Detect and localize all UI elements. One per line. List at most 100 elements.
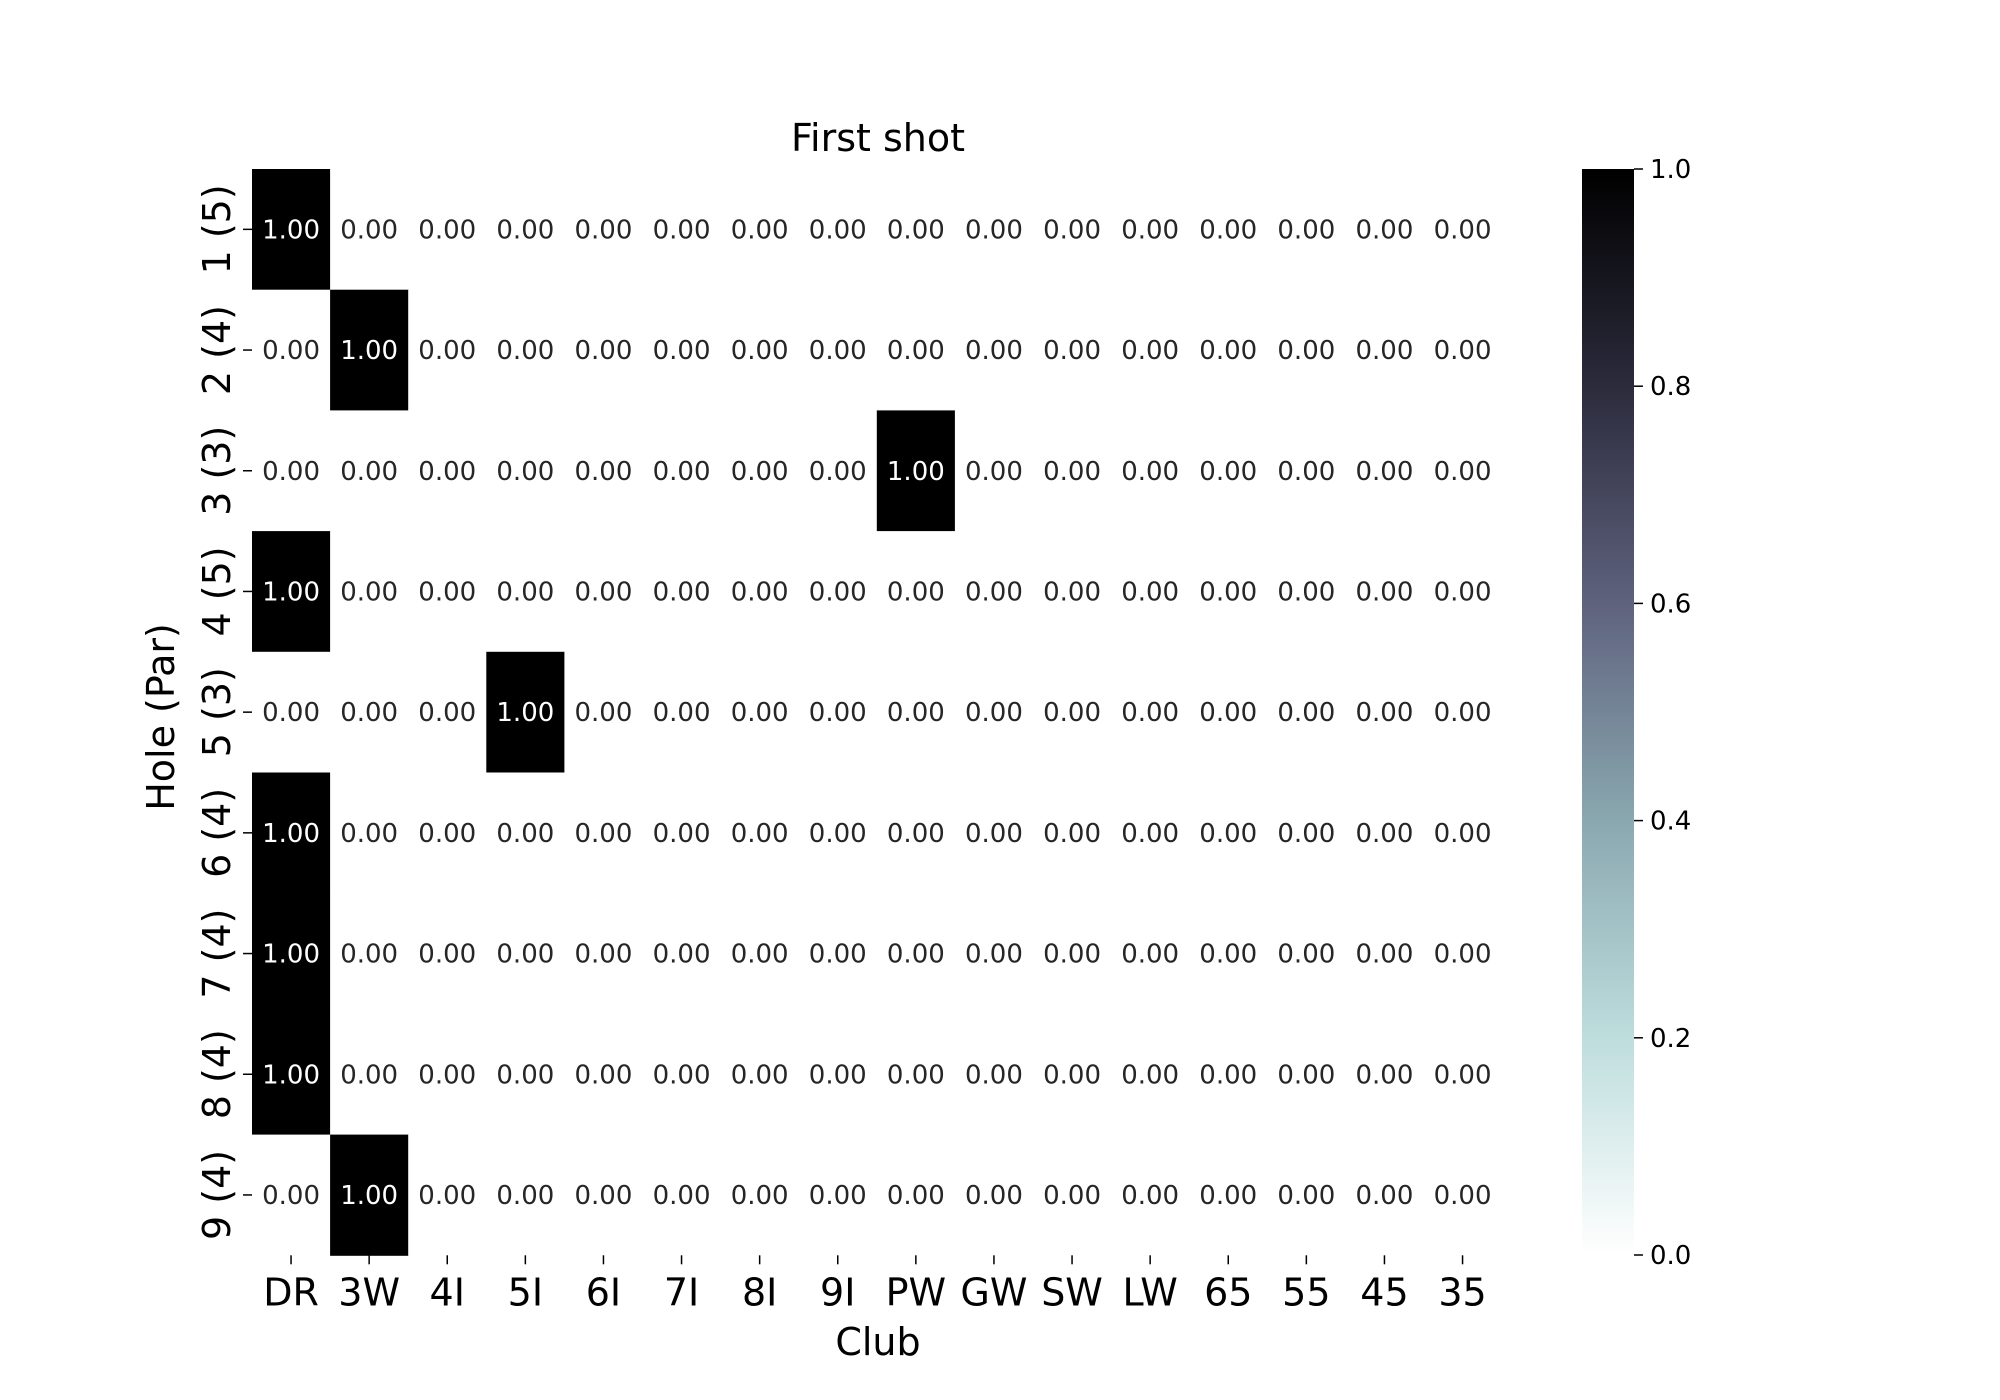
- cell-value-label: 0.00: [1121, 215, 1179, 245]
- cell-value-label: 0.00: [809, 577, 867, 607]
- heatmap-cell: [330, 893, 409, 1015]
- x-tick-label: 35: [1438, 1270, 1486, 1314]
- cell-value-label: 0.00: [887, 577, 945, 607]
- cell-value-label: 0.00: [575, 336, 633, 366]
- cell-value-label: 0.00: [340, 577, 398, 607]
- heatmap-cell: [1423, 651, 1503, 773]
- cell-value-label: 0.00: [965, 457, 1023, 487]
- cell-value-label: 0.00: [653, 940, 711, 970]
- heatmap-grid: 1.00 0.00 0.00 0.00 0.00 0.00 0.00 0.00 0.00 0.00…: [252, 169, 1503, 1256]
- heatmap-cell: [876, 1134, 956, 1256]
- heatmap-cell: [486, 410, 565, 532]
- heatmap-cell: [1423, 169, 1503, 291]
- cell-value-label: 1.00: [262, 1060, 320, 1090]
- heatmap-cell: [1345, 410, 1424, 532]
- x-tick-label: 8I: [742, 1270, 777, 1314]
- heatmap-cell: [1423, 289, 1503, 411]
- cell-value-label: 0.00: [1434, 819, 1492, 849]
- heatmap-cell: [1189, 893, 1268, 1015]
- cell-value-label: 0.00: [1356, 1181, 1414, 1211]
- heatmap-cell: [954, 893, 1034, 1015]
- x-tick-label: LW: [1123, 1270, 1178, 1314]
- cell-value-label: 0.00: [809, 698, 867, 728]
- cell-value-label: 0.00: [1121, 940, 1179, 970]
- cell-value-label: 0.00: [340, 1060, 398, 1090]
- cell-value-label: 0.00: [1199, 457, 1257, 487]
- heatmap-cell: [1111, 531, 1190, 653]
- heatmap-cell: [408, 289, 487, 411]
- heatmap-cell: [720, 531, 800, 653]
- heatmap-cell: [1345, 169, 1424, 291]
- heatmap-cell: [1423, 893, 1503, 1015]
- heatmap-cell: [1423, 1134, 1503, 1256]
- cell-value-label: 0.00: [1199, 819, 1257, 849]
- x-tick-label: 4I: [430, 1270, 465, 1314]
- cell-value-label: 0.00: [1043, 1060, 1101, 1090]
- cell-value-label: 0.00: [731, 457, 789, 487]
- heatmap-cell: [330, 531, 409, 653]
- cell-value-label: 0.00: [1434, 1060, 1492, 1090]
- heatmap-cell: [1345, 1134, 1424, 1256]
- cell-value-label: 0.00: [1199, 940, 1257, 970]
- cell-value-label: 0.00: [731, 940, 789, 970]
- heatmap-cell: [1111, 169, 1190, 291]
- heatmap-cell: [876, 289, 956, 411]
- heatmap-cell: [1423, 410, 1503, 532]
- cell-value-label: 0.00: [1277, 819, 1335, 849]
- heatmap-cell: [876, 531, 956, 653]
- heatmap-cell: [1189, 531, 1268, 653]
- cell-value-label: 1.00: [262, 940, 320, 970]
- heatmap-cell: [720, 1134, 800, 1256]
- heatmap-cell: [876, 169, 956, 291]
- heatmap-cell: [876, 651, 956, 773]
- y-tick-label: 7 (4): [195, 909, 239, 999]
- heatmap-cell: [1033, 531, 1112, 653]
- cell-value-label: 0.00: [653, 577, 711, 607]
- cell-value-label: 1.00: [262, 819, 320, 849]
- heatmap-cell: [798, 531, 878, 653]
- heatmap-cell: [1033, 772, 1112, 894]
- heatmap-cell: [1189, 1013, 1268, 1136]
- cell-value-label: 0.00: [496, 577, 554, 607]
- cell-value-label: 0.00: [653, 336, 711, 366]
- heatmap-cell: [1267, 531, 1346, 653]
- heatmap-cell: [486, 169, 565, 291]
- heatmap-cell: [252, 289, 331, 411]
- heatmap-cell: [1267, 651, 1346, 773]
- cell-value-label: 0.00: [496, 1181, 554, 1211]
- heatmap-cell: [252, 1013, 331, 1136]
- heatmap-cell: [564, 772, 643, 894]
- cell-value-label: 0.00: [1121, 819, 1179, 849]
- cell-value-label: 0.00: [1277, 577, 1335, 607]
- heatmap-cell: [1111, 289, 1190, 411]
- heatmap-cell: [876, 772, 956, 894]
- heatmap-cell: [564, 893, 643, 1015]
- cell-value-label: 0.00: [1199, 336, 1257, 366]
- heatmap-cell: [954, 410, 1034, 532]
- cell-value-label: 0.00: [496, 457, 554, 487]
- cell-value-label: 0.00: [731, 1060, 789, 1090]
- cell-value-label: 0.00: [809, 940, 867, 970]
- heatmap-cell: [798, 1013, 878, 1136]
- cell-value-label: 0.00: [965, 940, 1023, 970]
- heatmap-cell: [954, 531, 1034, 653]
- x-tick-label: 65: [1204, 1270, 1252, 1314]
- heatmap-cell: [564, 289, 643, 411]
- heatmap-cell: [1033, 289, 1112, 411]
- cell-value-label: 0.00: [1121, 577, 1179, 607]
- heatmap-cell: [798, 1134, 878, 1256]
- cell-value-label: 0.00: [1356, 1060, 1414, 1090]
- cell-value-label: 0.00: [731, 577, 789, 607]
- heatmap-cell: [1111, 410, 1190, 532]
- heatmap-cell: [798, 651, 878, 773]
- heatmap-cell: [330, 289, 409, 411]
- y-tick-label: 4 (5): [195, 546, 239, 636]
- cell-value-label: 0.00: [418, 1060, 476, 1090]
- heatmap-cell: [252, 651, 331, 773]
- cell-value-label: 0.00: [262, 336, 320, 366]
- heatmap-cell: [798, 772, 878, 894]
- heatmap-cell: [642, 1134, 722, 1256]
- colorbar-tick-label: 0.0: [1650, 1241, 1691, 1271]
- cell-value-label: 1.00: [496, 698, 554, 728]
- cell-value-label: 0.00: [653, 457, 711, 487]
